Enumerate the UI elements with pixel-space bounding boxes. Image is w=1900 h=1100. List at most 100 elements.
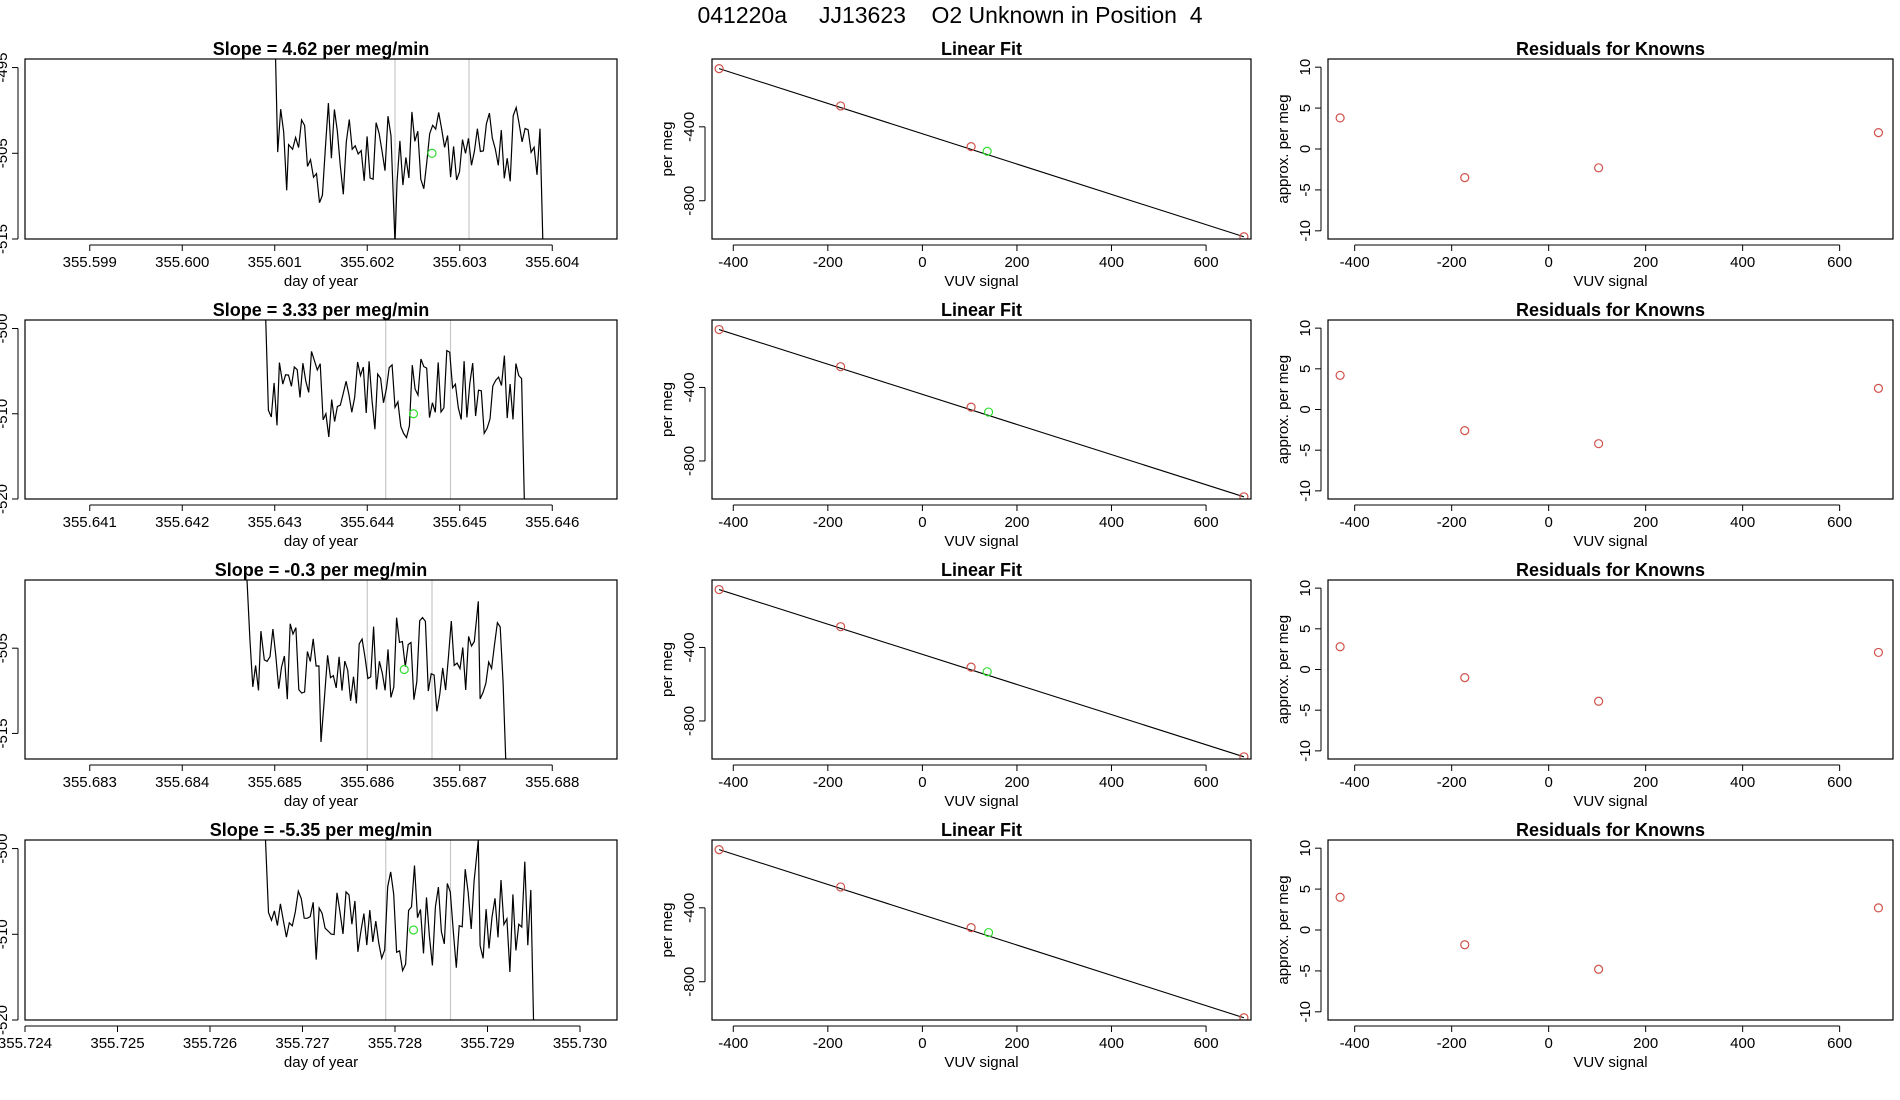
y-tick-label: 0 [1297, 145, 1314, 153]
x-tick-label: 200 [1633, 514, 1658, 531]
x-axis-label: day of year [284, 533, 358, 550]
x-tick-label: 0 [1544, 1035, 1552, 1052]
y-tick-label: -495 [0, 53, 11, 83]
residual-point [1335, 892, 1345, 902]
y-tick-label: 10 [1297, 840, 1314, 857]
known-point [1239, 232, 1249, 239]
y-tick-label: -10 [1297, 740, 1314, 762]
x-tick-label: -200 [1437, 774, 1467, 791]
y-tick-label: 5 [1297, 104, 1314, 112]
y-tick-label: -800 [681, 186, 698, 216]
plot-frame [1327, 579, 1894, 760]
residual-point [1873, 383, 1884, 393]
x-tick-label: 400 [1099, 774, 1124, 791]
plot-area [714, 584, 1249, 759]
unknown-point [983, 927, 994, 938]
y-tick-label: -5 [1297, 704, 1314, 717]
x-axis-label: day of year [284, 793, 358, 810]
panel-2: Slope = -0.3 per meg/min 355.683 355.684 35… [0, 560, 618, 810]
x-tick-label: -400 [718, 514, 748, 531]
panel-title: Linear Fit [941, 560, 1022, 580]
fit-line [718, 329, 1245, 498]
y-tick-label: -510 [0, 919, 11, 949]
y-tick-label: -800 [681, 446, 698, 476]
x-tick-label: 355.604 [525, 254, 579, 271]
plot-frame [711, 579, 1252, 760]
y-axis-label: approx. per meg [1275, 94, 1292, 203]
unknown-point [982, 146, 992, 156]
panel-8: Residuals for Knowns -400 -200 0 200 400 600 VU… [1275, 39, 1894, 290]
panel-11: Residuals for Knowns -400 -200 0 200 400 600 VU… [1275, 820, 1894, 1071]
panel-title: Slope = -5.35 per meg/min [210, 820, 433, 840]
x-tick-label: 400 [1099, 254, 1124, 271]
residual-point [1873, 647, 1884, 658]
known-point [836, 882, 846, 892]
x-tick-label: 355.724 [0, 1035, 52, 1052]
known-point [714, 324, 724, 335]
y-tick-label: -515 [0, 718, 11, 748]
x-tick-label: 400 [1099, 1035, 1124, 1052]
x-tick-label: 355.644 [340, 514, 394, 531]
y-tick-label: 5 [1297, 885, 1314, 893]
y-tick-label: -800 [681, 967, 698, 997]
x-tick-label: 400 [1099, 514, 1124, 531]
panel-10: Residuals for Knowns -400 -200 0 200 400 600 VU… [1275, 560, 1894, 810]
panel-title: Slope = 3.33 per meg/min [213, 300, 430, 320]
x-tick-label: 0 [918, 514, 926, 531]
fit-line [718, 589, 1245, 758]
x-tick-label: 355.729 [460, 1035, 514, 1052]
y-tick-label: 5 [1297, 365, 1314, 373]
x-tick-label: 355.603 [433, 254, 487, 271]
plot-area [714, 64, 1249, 239]
panel-5: Linear Fit -400 -200 0 200 400 600 VUV signal -4… [659, 300, 1252, 550]
x-tick-label: 355.727 [275, 1035, 329, 1052]
x-tick-label: 355.684 [155, 774, 209, 791]
x-tick-label: 600 [1194, 254, 1219, 271]
y-axis-label: per meg [659, 642, 676, 697]
y-axis-label: approx. per meg [1275, 355, 1292, 464]
y-tick-label: -5 [1297, 964, 1314, 977]
y-tick-label: -5 [1297, 444, 1314, 457]
panel-title: Residuals for Knowns [1516, 560, 1705, 580]
unknown-point [408, 925, 419, 935]
y-tick-label: -510 [0, 399, 11, 429]
x-tick-label: -400 [1340, 1035, 1370, 1052]
known-point [966, 662, 976, 672]
x-tick-label: 0 [1544, 514, 1552, 531]
fit-line [718, 849, 1245, 1019]
plot-frame [24, 839, 618, 1021]
x-tick-label: 355.688 [525, 774, 579, 791]
x-tick-label: 355.599 [63, 254, 117, 271]
residual-point [1873, 903, 1884, 913]
x-tick-label: -200 [1437, 254, 1467, 271]
panel-title: Residuals for Knowns [1516, 300, 1705, 320]
x-tick-label: 355.601 [248, 254, 302, 271]
panel-title: Linear Fit [941, 820, 1022, 840]
known-point [1239, 752, 1249, 759]
plot-frame [1327, 58, 1894, 240]
x-tick-label: 200 [1633, 254, 1658, 271]
y-tick-label: -500 [0, 834, 11, 864]
x-tick-label: 355.600 [155, 254, 209, 271]
residual-point [1460, 673, 1470, 683]
residual-point [1460, 940, 1470, 950]
unknown-point [427, 148, 437, 158]
plot-area [274, 59, 544, 239]
known-point [714, 845, 724, 855]
y-tick-label: -505 [0, 633, 11, 663]
plot-area [714, 324, 1249, 499]
y-tick-label: -400 [681, 112, 698, 142]
x-tick-label: 200 [1004, 774, 1029, 791]
y-axis-label: per meg [659, 902, 676, 957]
x-axis-label: VUV signal [1573, 533, 1647, 550]
x-axis-label: VUV signal [944, 533, 1018, 550]
plot-frame [24, 319, 618, 500]
x-tick-label: -400 [1340, 774, 1370, 791]
y-tick-label: -10 [1297, 480, 1314, 502]
time-series-line [246, 580, 507, 759]
x-tick-label: -200 [813, 254, 843, 271]
x-tick-label: 355.687 [433, 774, 487, 791]
residual-point [1594, 163, 1604, 173]
time-series-line [264, 840, 535, 1020]
